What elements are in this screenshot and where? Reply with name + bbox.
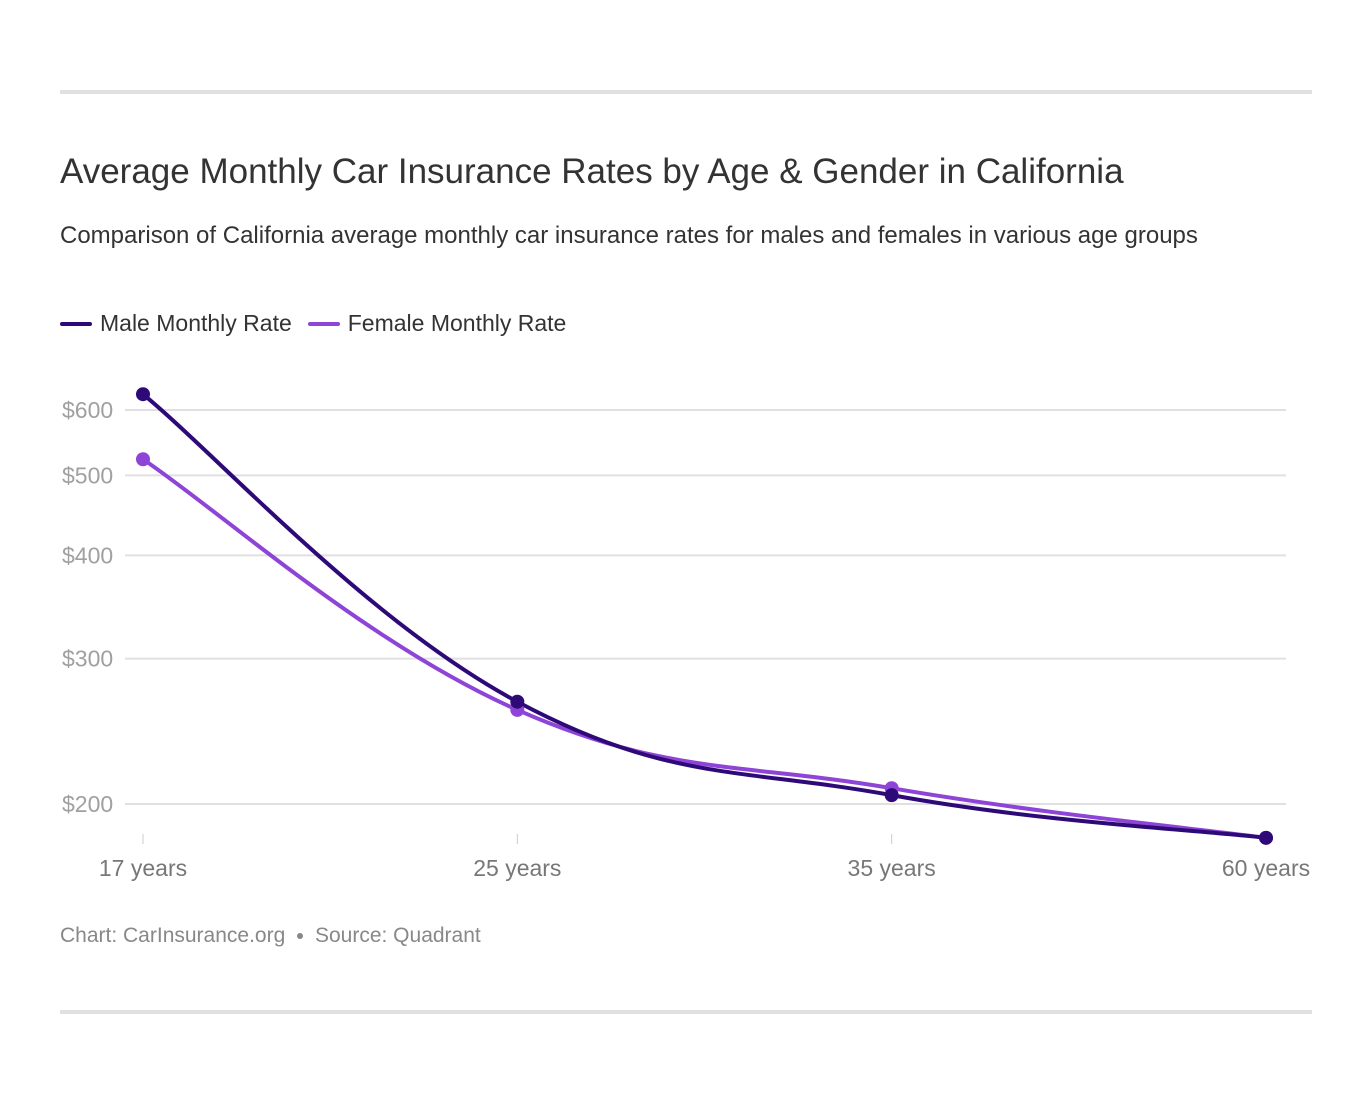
chart-title: Average Monthly Car Insurance Rates by A… bbox=[60, 152, 1124, 191]
chart-legend: Male Monthly Rate Female Monthly Rate bbox=[60, 310, 582, 337]
x-tick-label: 17 years bbox=[99, 855, 187, 881]
separator-dot-icon bbox=[297, 933, 304, 940]
data-point-male bbox=[1259, 830, 1273, 845]
chart-subtitle: Comparison of California average monthly… bbox=[60, 222, 1198, 249]
y-tick-label: $300 bbox=[62, 646, 113, 672]
data-point-male bbox=[884, 788, 899, 803]
series-line-female bbox=[141, 457, 1268, 840]
data-point-male bbox=[510, 694, 525, 709]
data-point-male bbox=[136, 387, 150, 402]
y-tick-label: $500 bbox=[62, 462, 113, 488]
x-tick-label: 25 years bbox=[473, 855, 561, 881]
top-divider bbox=[60, 90, 1312, 94]
chart-credit: Chart: CarInsurance.org bbox=[60, 924, 286, 947]
legend-swatch-female bbox=[307, 321, 340, 326]
x-tick-label: 60 years bbox=[1222, 855, 1310, 881]
bottom-divider bbox=[60, 1010, 1312, 1014]
x-tick-label: 35 years bbox=[848, 855, 936, 881]
data-point-female bbox=[136, 452, 150, 467]
series-line-male bbox=[141, 392, 1268, 840]
source-credit: Source: Quadrant bbox=[314, 924, 481, 947]
y-tick-label: $200 bbox=[62, 791, 113, 817]
y-tick-label: $400 bbox=[62, 542, 113, 568]
y-tick-label: $600 bbox=[62, 397, 113, 423]
legend-label-male: Male Monthly Rate bbox=[100, 310, 292, 336]
legend-label-female: Female Monthly Rate bbox=[347, 310, 567, 336]
legend-item-male[interactable]: Male Monthly Rate bbox=[60, 310, 292, 337]
legend-swatch-male bbox=[60, 321, 92, 326]
legend-item-female[interactable]: Female Monthly Rate bbox=[307, 310, 567, 337]
chart-source: Chart: CarInsurance.org Source: Quadrant bbox=[60, 924, 481, 948]
